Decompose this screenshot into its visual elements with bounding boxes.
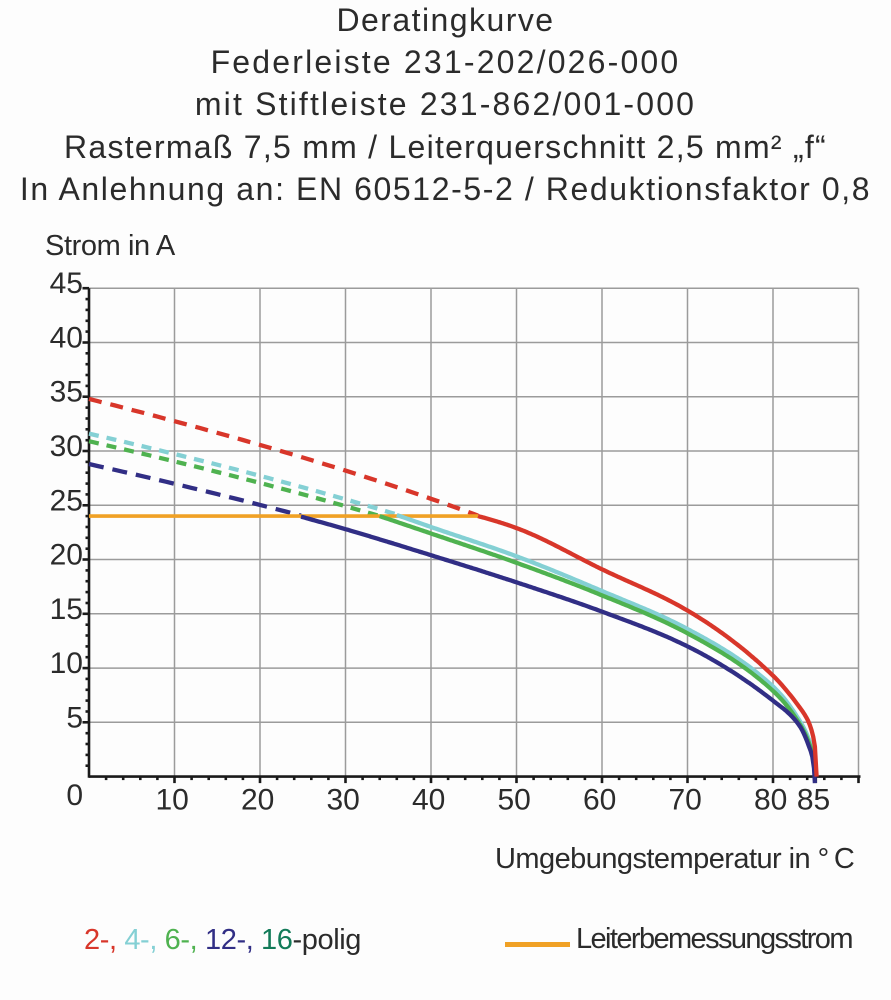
svg-text:20: 20 xyxy=(50,539,83,572)
svg-text:15: 15 xyxy=(50,593,83,626)
svg-text:30: 30 xyxy=(50,430,83,463)
svg-text:30: 30 xyxy=(327,784,360,817)
svg-text:20: 20 xyxy=(241,784,274,817)
svg-text:60: 60 xyxy=(583,784,616,817)
svg-text:25: 25 xyxy=(50,484,83,517)
svg-text:5: 5 xyxy=(66,701,83,734)
svg-text:45: 45 xyxy=(50,267,83,300)
svg-text:35: 35 xyxy=(50,376,83,409)
svg-text:85: 85 xyxy=(797,784,830,817)
svg-text:40: 40 xyxy=(50,322,83,355)
svg-text:10: 10 xyxy=(156,784,189,817)
svg-text:0: 0 xyxy=(66,779,83,812)
svg-text:70: 70 xyxy=(669,784,702,817)
svg-text:80: 80 xyxy=(754,784,787,817)
svg-text:40: 40 xyxy=(412,784,445,817)
svg-text:50: 50 xyxy=(498,784,531,817)
svg-text:10: 10 xyxy=(50,647,83,680)
